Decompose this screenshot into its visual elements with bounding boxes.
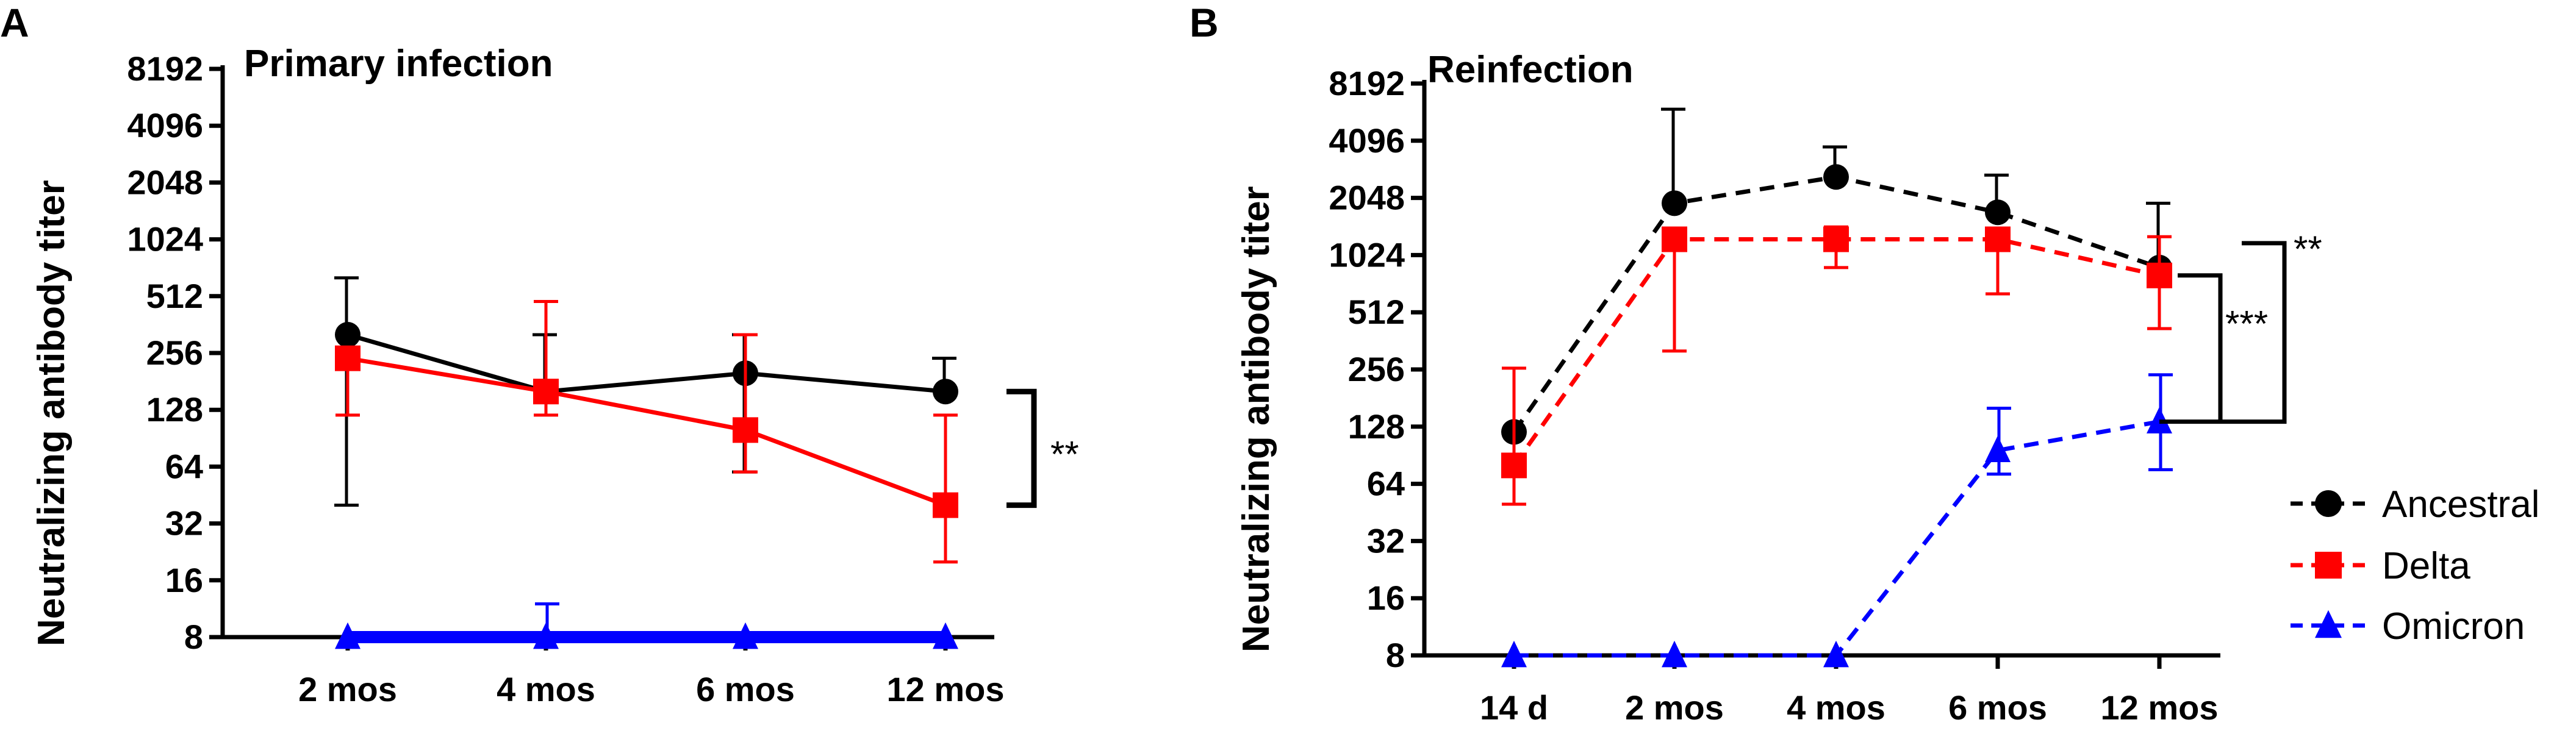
panel-a-x-tick-label: 4 mos bbox=[497, 670, 595, 708]
panel-b-significance-label-outer: ** bbox=[2294, 229, 2322, 269]
panel-b-title: Reinfection bbox=[1427, 49, 1634, 91]
panel-b-delta-line bbox=[1512, 237, 2160, 467]
legend-item-omicron: Omicron bbox=[2291, 605, 2525, 647]
panel-b-ancestral-point bbox=[1823, 164, 1849, 190]
panel-a-ancestral-point bbox=[933, 379, 958, 405]
panel-a-significance-bracket bbox=[1006, 388, 1037, 508]
panel-b-x-tick-label: 2 mos bbox=[1625, 688, 1724, 727]
panel-a-ancestral-point bbox=[335, 321, 361, 348]
panel-a-significance-label: ** bbox=[1050, 433, 1079, 474]
panel-b-x-tick-label: 6 mos bbox=[1948, 688, 2047, 727]
panel-b-y-tick-label: 2048 bbox=[1329, 179, 1405, 217]
panel-b-significance-bracket-outer bbox=[2159, 241, 2287, 424]
panel-b-y-tick-label: 1024 bbox=[1329, 235, 1405, 274]
panel-a-y-tick-label: 128 bbox=[146, 390, 203, 429]
panel-b-series-delta bbox=[1501, 225, 2172, 506]
panel-a-series-ancestral bbox=[334, 276, 958, 507]
panel-b-omicron-point bbox=[1501, 640, 1527, 668]
panel-a-y-tick-label: 64 bbox=[165, 447, 203, 485]
panel-a-y-tick-label: 1024 bbox=[127, 220, 203, 259]
panel-a-y-tick-label: 32 bbox=[165, 504, 203, 543]
panel-b-ancestral-point bbox=[1662, 190, 1687, 216]
legend-item-ancestral: Ancestral bbox=[2291, 483, 2539, 526]
panel-b-plot: 8192 4096 2048 1024 512 256 128 64 32 16 8 14 d 2 mo… bbox=[1329, 64, 2322, 727]
panel-b-series-ancestral bbox=[1501, 107, 2172, 445]
panel-b-significance-bracket-inner bbox=[2178, 273, 2223, 422]
panel-b-delta-point bbox=[1985, 226, 2011, 252]
panel-a-x-tick-label: 12 mos bbox=[887, 670, 1005, 708]
panel-b-x-tick-label: 12 mos bbox=[2101, 688, 2219, 727]
panel-b-y-tick-label: 256 bbox=[1348, 350, 1405, 388]
panel-b-significance-label-inner: *** bbox=[2225, 304, 2268, 344]
panel-b-x-tick-label: 14 d bbox=[1480, 688, 1548, 727]
panel-a-y-tick-label: 4096 bbox=[127, 106, 203, 144]
panel-a-y-tick-label: 256 bbox=[146, 333, 203, 372]
panel-a-delta-point bbox=[933, 492, 958, 518]
panel-a-y-tick-label: 2048 bbox=[127, 163, 203, 201]
panel-a-letter: A bbox=[0, 0, 29, 45]
legend: Ancestral Delta Omicron bbox=[2291, 483, 2539, 647]
panel-a-omicron-point bbox=[933, 622, 958, 649]
panel-a-delta-line bbox=[347, 356, 947, 507]
panel-b-x-tick-label: 4 mos bbox=[1787, 688, 1885, 727]
legend-item-delta: Delta bbox=[2291, 545, 2470, 587]
panel-a-x-tick-label: 6 mos bbox=[696, 670, 795, 708]
panel-b-omicron-point bbox=[1823, 640, 1849, 668]
panel-b-y-axis-label: Neutralizing antibody titer bbox=[1235, 186, 1277, 652]
panel-b-omicron-line bbox=[1514, 419, 2160, 658]
panel-b-y-tick-label: 16 bbox=[1367, 579, 1405, 617]
panel-a-y-tick-label: 512 bbox=[146, 277, 203, 315]
panel-a-delta-point bbox=[335, 345, 361, 371]
panel-a-y-tick-label: 8192 bbox=[127, 49, 203, 88]
panel-a-series-omicron bbox=[335, 602, 958, 649]
panel-a-x-tick-label: 2 mos bbox=[298, 670, 397, 708]
panel-b-letter: B bbox=[1189, 0, 1219, 45]
panel-a-y-tick-label: 16 bbox=[165, 561, 203, 599]
panel-a-ancestral-line bbox=[347, 332, 946, 394]
panel-a-omicron-point bbox=[733, 622, 758, 649]
panel-b-delta-point bbox=[2147, 262, 2172, 288]
panel-a-omicron-point bbox=[335, 622, 361, 649]
panel-b-series-omicron bbox=[1501, 373, 2173, 668]
legend-ancestral-marker bbox=[2315, 490, 2342, 517]
panel-b-ancestral-line bbox=[1512, 174, 2161, 433]
panel-b-delta-point bbox=[1823, 226, 1849, 252]
legend-delta-marker bbox=[2315, 552, 2342, 579]
panel-a-y-axis-label: Neutralizing antibody titer bbox=[30, 180, 73, 646]
panel-a-delta-point bbox=[733, 417, 758, 443]
panel-b-y-tick-label: 32 bbox=[1367, 521, 1405, 560]
panel-b-y-tick-label: 8 bbox=[1386, 636, 1405, 674]
panel-b-delta-point bbox=[1501, 452, 1527, 479]
panel-b-y-tick-label: 512 bbox=[1348, 293, 1405, 331]
panel-b-y-tick-label: 8192 bbox=[1329, 64, 1405, 102]
legend-omicron-label: Omicron bbox=[2382, 605, 2525, 647]
legend-delta-label: Delta bbox=[2382, 545, 2470, 587]
panel-b-omicron-point bbox=[1662, 640, 1687, 668]
panel-a-plot: 8192 4096 2048 1024 512 256 128 64 32 16 8 2 mos 4 m… bbox=[127, 49, 1078, 708]
panel-b-omicron-point bbox=[1985, 435, 2011, 463]
panel-b-y-tick-label: 64 bbox=[1367, 465, 1405, 503]
panel-a-omicron-point bbox=[533, 622, 559, 649]
panel-a-y-tick-label: 8 bbox=[184, 618, 203, 656]
panel-b-delta-point bbox=[1662, 226, 1687, 252]
legend-omicron-marker bbox=[2315, 610, 2342, 638]
panel-a-series-delta bbox=[335, 299, 958, 564]
panel-a-title: Primary infection bbox=[244, 43, 553, 85]
panel-b-y-tick-label: 4096 bbox=[1329, 121, 1405, 160]
panel-b-y-tick-label: 128 bbox=[1348, 407, 1405, 446]
legend-ancestral-label: Ancestral bbox=[2382, 483, 2539, 526]
panel-b-ancestral-point bbox=[1985, 199, 2011, 226]
panel-a-delta-point bbox=[533, 379, 559, 405]
